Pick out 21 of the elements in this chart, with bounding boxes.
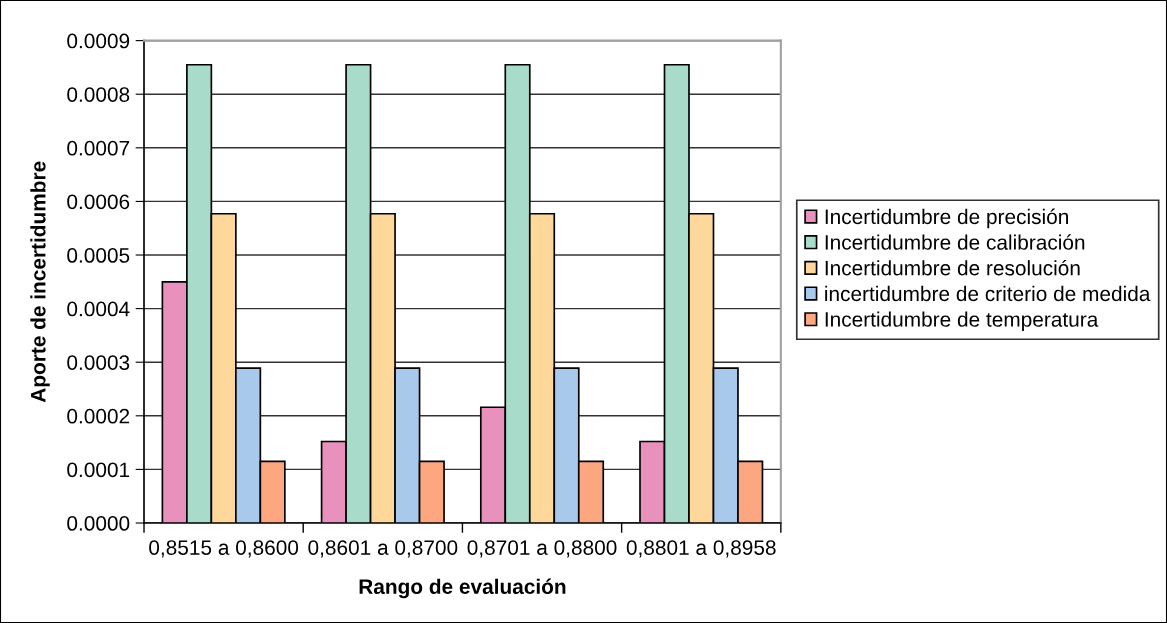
x-axis-title: Rango de evaluación — [359, 578, 566, 599]
x-tick-label: 0,8601 a 0,8700 — [308, 540, 458, 558]
y-axis-title: Aporte de incertidumbre — [30, 161, 50, 403]
legend-label: incertidumbre de criterio de medida — [825, 285, 1151, 302]
y-tick-label: 0.0008 — [67, 87, 130, 102]
x-tick-label: 0,8515 a 0,8600 — [149, 540, 299, 558]
y-tick-label: 0.0006 — [67, 194, 130, 210]
legend-label: Incertidumbre de precisión — [825, 208, 1068, 229]
y-tick-label: 0.0003 — [67, 355, 130, 370]
y-tick-label: 0.0005 — [67, 248, 130, 263]
x-tick-label: 0,8701 a 0,8800 — [467, 540, 617, 558]
y-tick-label: 0.0000 — [67, 516, 130, 531]
y-tick-label: 0.0002 — [67, 408, 130, 424]
y-tick-label: 0.0001 — [67, 462, 130, 478]
legend-label: Incertidumbre de calibración — [825, 234, 1085, 250]
x-tick-label: 0,8801 a 0,8958 — [626, 540, 776, 558]
y-tick-label: 0.0009 — [67, 33, 130, 49]
legend-label: Incertidumbre de resolución — [825, 259, 1080, 276]
y-tick-label: 0.0004 — [67, 301, 130, 317]
y-tick-label: 0.0007 — [67, 140, 130, 156]
legend-label: Incertidumbre de temperatura — [825, 311, 1099, 331]
